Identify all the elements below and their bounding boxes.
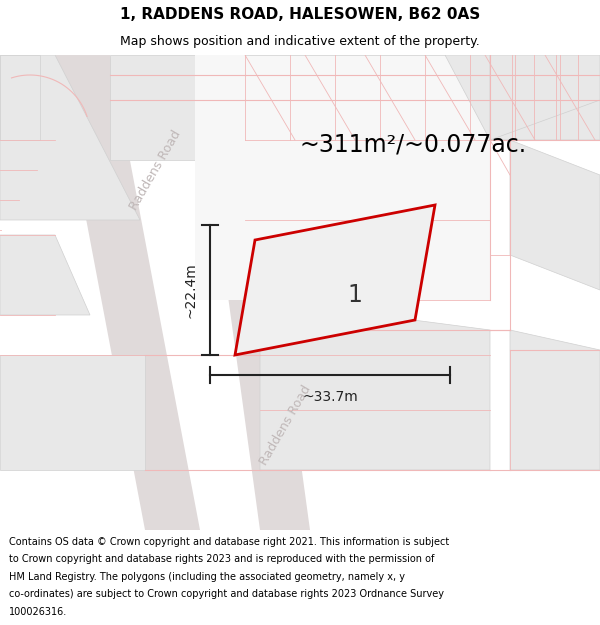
Polygon shape	[0, 55, 40, 140]
Polygon shape	[0, 55, 140, 220]
Text: 1, RADDENS ROAD, HALESOWEN, B62 0AS: 1, RADDENS ROAD, HALESOWEN, B62 0AS	[120, 8, 480, 22]
Text: Map shows position and indicative extent of the property.: Map shows position and indicative extent…	[120, 35, 480, 48]
Polygon shape	[0, 355, 145, 470]
Text: ~33.7m: ~33.7m	[302, 390, 358, 404]
Polygon shape	[110, 55, 195, 160]
Text: to Crown copyright and database rights 2023 and is reproduced with the permissio: to Crown copyright and database rights 2…	[9, 554, 434, 564]
Text: ~22.4m: ~22.4m	[184, 262, 198, 318]
Text: Raddens Road: Raddens Road	[127, 127, 183, 212]
Text: co-ordinates) are subject to Crown copyright and database rights 2023 Ordnance S: co-ordinates) are subject to Crown copyr…	[9, 589, 444, 599]
Text: 1: 1	[347, 283, 362, 307]
Text: 100026316.: 100026316.	[9, 607, 67, 617]
Polygon shape	[510, 140, 600, 290]
Polygon shape	[490, 55, 600, 140]
Text: HM Land Registry. The polygons (including the associated geometry, namely x, y: HM Land Registry. The polygons (includin…	[9, 572, 405, 582]
Polygon shape	[510, 330, 600, 470]
Polygon shape	[245, 55, 600, 140]
Text: Contains OS data © Crown copyright and database right 2021. This information is : Contains OS data © Crown copyright and d…	[9, 537, 449, 547]
Polygon shape	[55, 55, 200, 530]
Polygon shape	[195, 55, 310, 530]
Polygon shape	[195, 55, 490, 300]
Polygon shape	[235, 205, 435, 355]
Text: ~311m²/~0.077ac.: ~311m²/~0.077ac.	[300, 133, 527, 157]
Polygon shape	[0, 235, 90, 315]
Polygon shape	[260, 300, 490, 470]
Text: Raddens Road: Raddens Road	[257, 382, 313, 468]
